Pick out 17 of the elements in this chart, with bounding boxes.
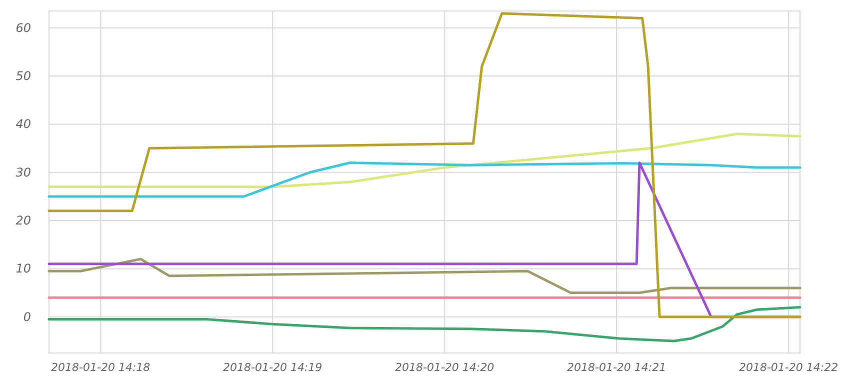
x-tick-label: 2018-01-20 14:21: [566, 361, 666, 374]
line-series: [48, 12, 802, 318]
y-tick-label: 50: [16, 69, 32, 84]
y-tick-label: 20: [16, 214, 32, 228]
y-tick-label: 60: [16, 20, 32, 35]
line-series: [48, 306, 802, 342]
line-series: [48, 161, 802, 198]
line-series: [48, 132, 802, 188]
y-tick-label: 40: [16, 117, 32, 132]
y-tick-label: 10: [16, 262, 32, 276]
y-tick-label: 30: [16, 165, 32, 180]
x-tick-label: 2018-01-20 14:22: [738, 361, 838, 374]
x-tick-label: 2018-01-20 14:20: [395, 361, 494, 374]
line-series: [48, 258, 802, 294]
x-tick-label: 2018-01-20 14:19: [223, 361, 322, 374]
x-tick-label: 2018-01-20 14:18: [51, 361, 150, 374]
y-tick-label: 0: [23, 310, 32, 324]
